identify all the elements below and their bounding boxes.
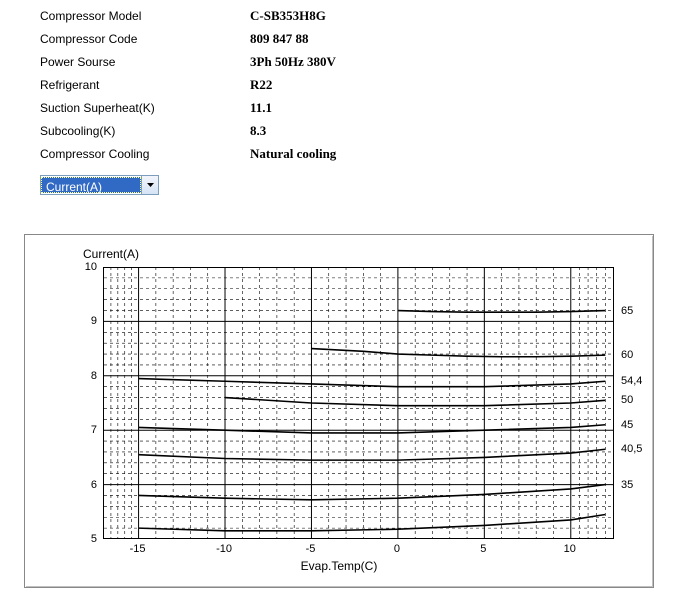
spec-label: Compressor Cooling	[40, 147, 250, 161]
series-label: 65	[621, 305, 633, 317]
x-tick-label: 5	[480, 543, 486, 555]
series-label: 35	[621, 479, 633, 491]
spec-value: 11.1	[250, 100, 272, 116]
series-label: 54,4	[621, 375, 642, 387]
spec-label: Suction Superheat(K)	[40, 101, 250, 115]
spec-value: 809 847 88	[250, 31, 309, 47]
spec-row: Power Sourse 3Ph 50Hz 380V	[40, 54, 676, 77]
chart-frame: Current(A) 5 6 7 8 9 10 -15 -10 -5 0 5 10 65 60 54,4…	[24, 234, 654, 588]
spec-value: Natural cooling	[250, 146, 336, 162]
chart-plot-area	[103, 267, 613, 539]
spec-value: C-SB353H8G	[250, 8, 326, 24]
spec-value: R22	[250, 77, 272, 93]
x-axis-label: Evap.Temp(C)	[301, 559, 378, 573]
spec-row: Refrigerant R22	[40, 77, 676, 100]
spec-table: Compressor Model C-SB353H8G Compressor C…	[40, 8, 676, 169]
chart-svg	[104, 267, 614, 539]
spec-label: Subcooling(K)	[40, 124, 250, 138]
chart-title: Current(A)	[83, 247, 139, 261]
dropdown-selected-text: Current(A)	[41, 177, 141, 193]
dropdown-button[interactable]	[141, 176, 158, 194]
x-tick-label: -10	[216, 543, 232, 555]
parameter-dropdown[interactable]: Current(A)	[40, 175, 159, 195]
spec-row: Compressor Model C-SB353H8G	[40, 8, 676, 31]
spec-row: Compressor Code 809 847 88	[40, 31, 676, 54]
x-tick-label: -15	[130, 543, 146, 555]
spec-value: 3Ph 50Hz 380V	[250, 54, 336, 70]
spec-row: Suction Superheat(K) 11.1	[40, 100, 676, 123]
series-label: 60	[621, 349, 633, 361]
series-label: 40,5	[621, 443, 642, 455]
spec-label: Compressor Code	[40, 32, 250, 46]
spec-value: 8.3	[250, 123, 266, 139]
x-tick-label: 10	[564, 543, 576, 555]
series-label: 50	[621, 394, 633, 406]
x-tick-label: 0	[394, 543, 400, 555]
y-tick-label: 6	[77, 479, 97, 491]
y-tick-label: 8	[77, 370, 97, 382]
y-tick-label: 5	[77, 533, 97, 545]
chevron-down-icon	[147, 183, 154, 187]
y-tick-label: 10	[77, 261, 97, 273]
x-tick-label: -5	[306, 543, 316, 555]
spec-label: Compressor Model	[40, 9, 250, 23]
spec-row: Subcooling(K) 8.3	[40, 123, 676, 146]
spec-row: Compressor Cooling Natural cooling	[40, 146, 676, 169]
y-tick-label: 7	[77, 424, 97, 436]
series-label: 45	[621, 419, 633, 431]
y-tick-label: 9	[77, 315, 97, 327]
spec-label: Refrigerant	[40, 78, 250, 92]
spec-label: Power Sourse	[40, 55, 250, 69]
